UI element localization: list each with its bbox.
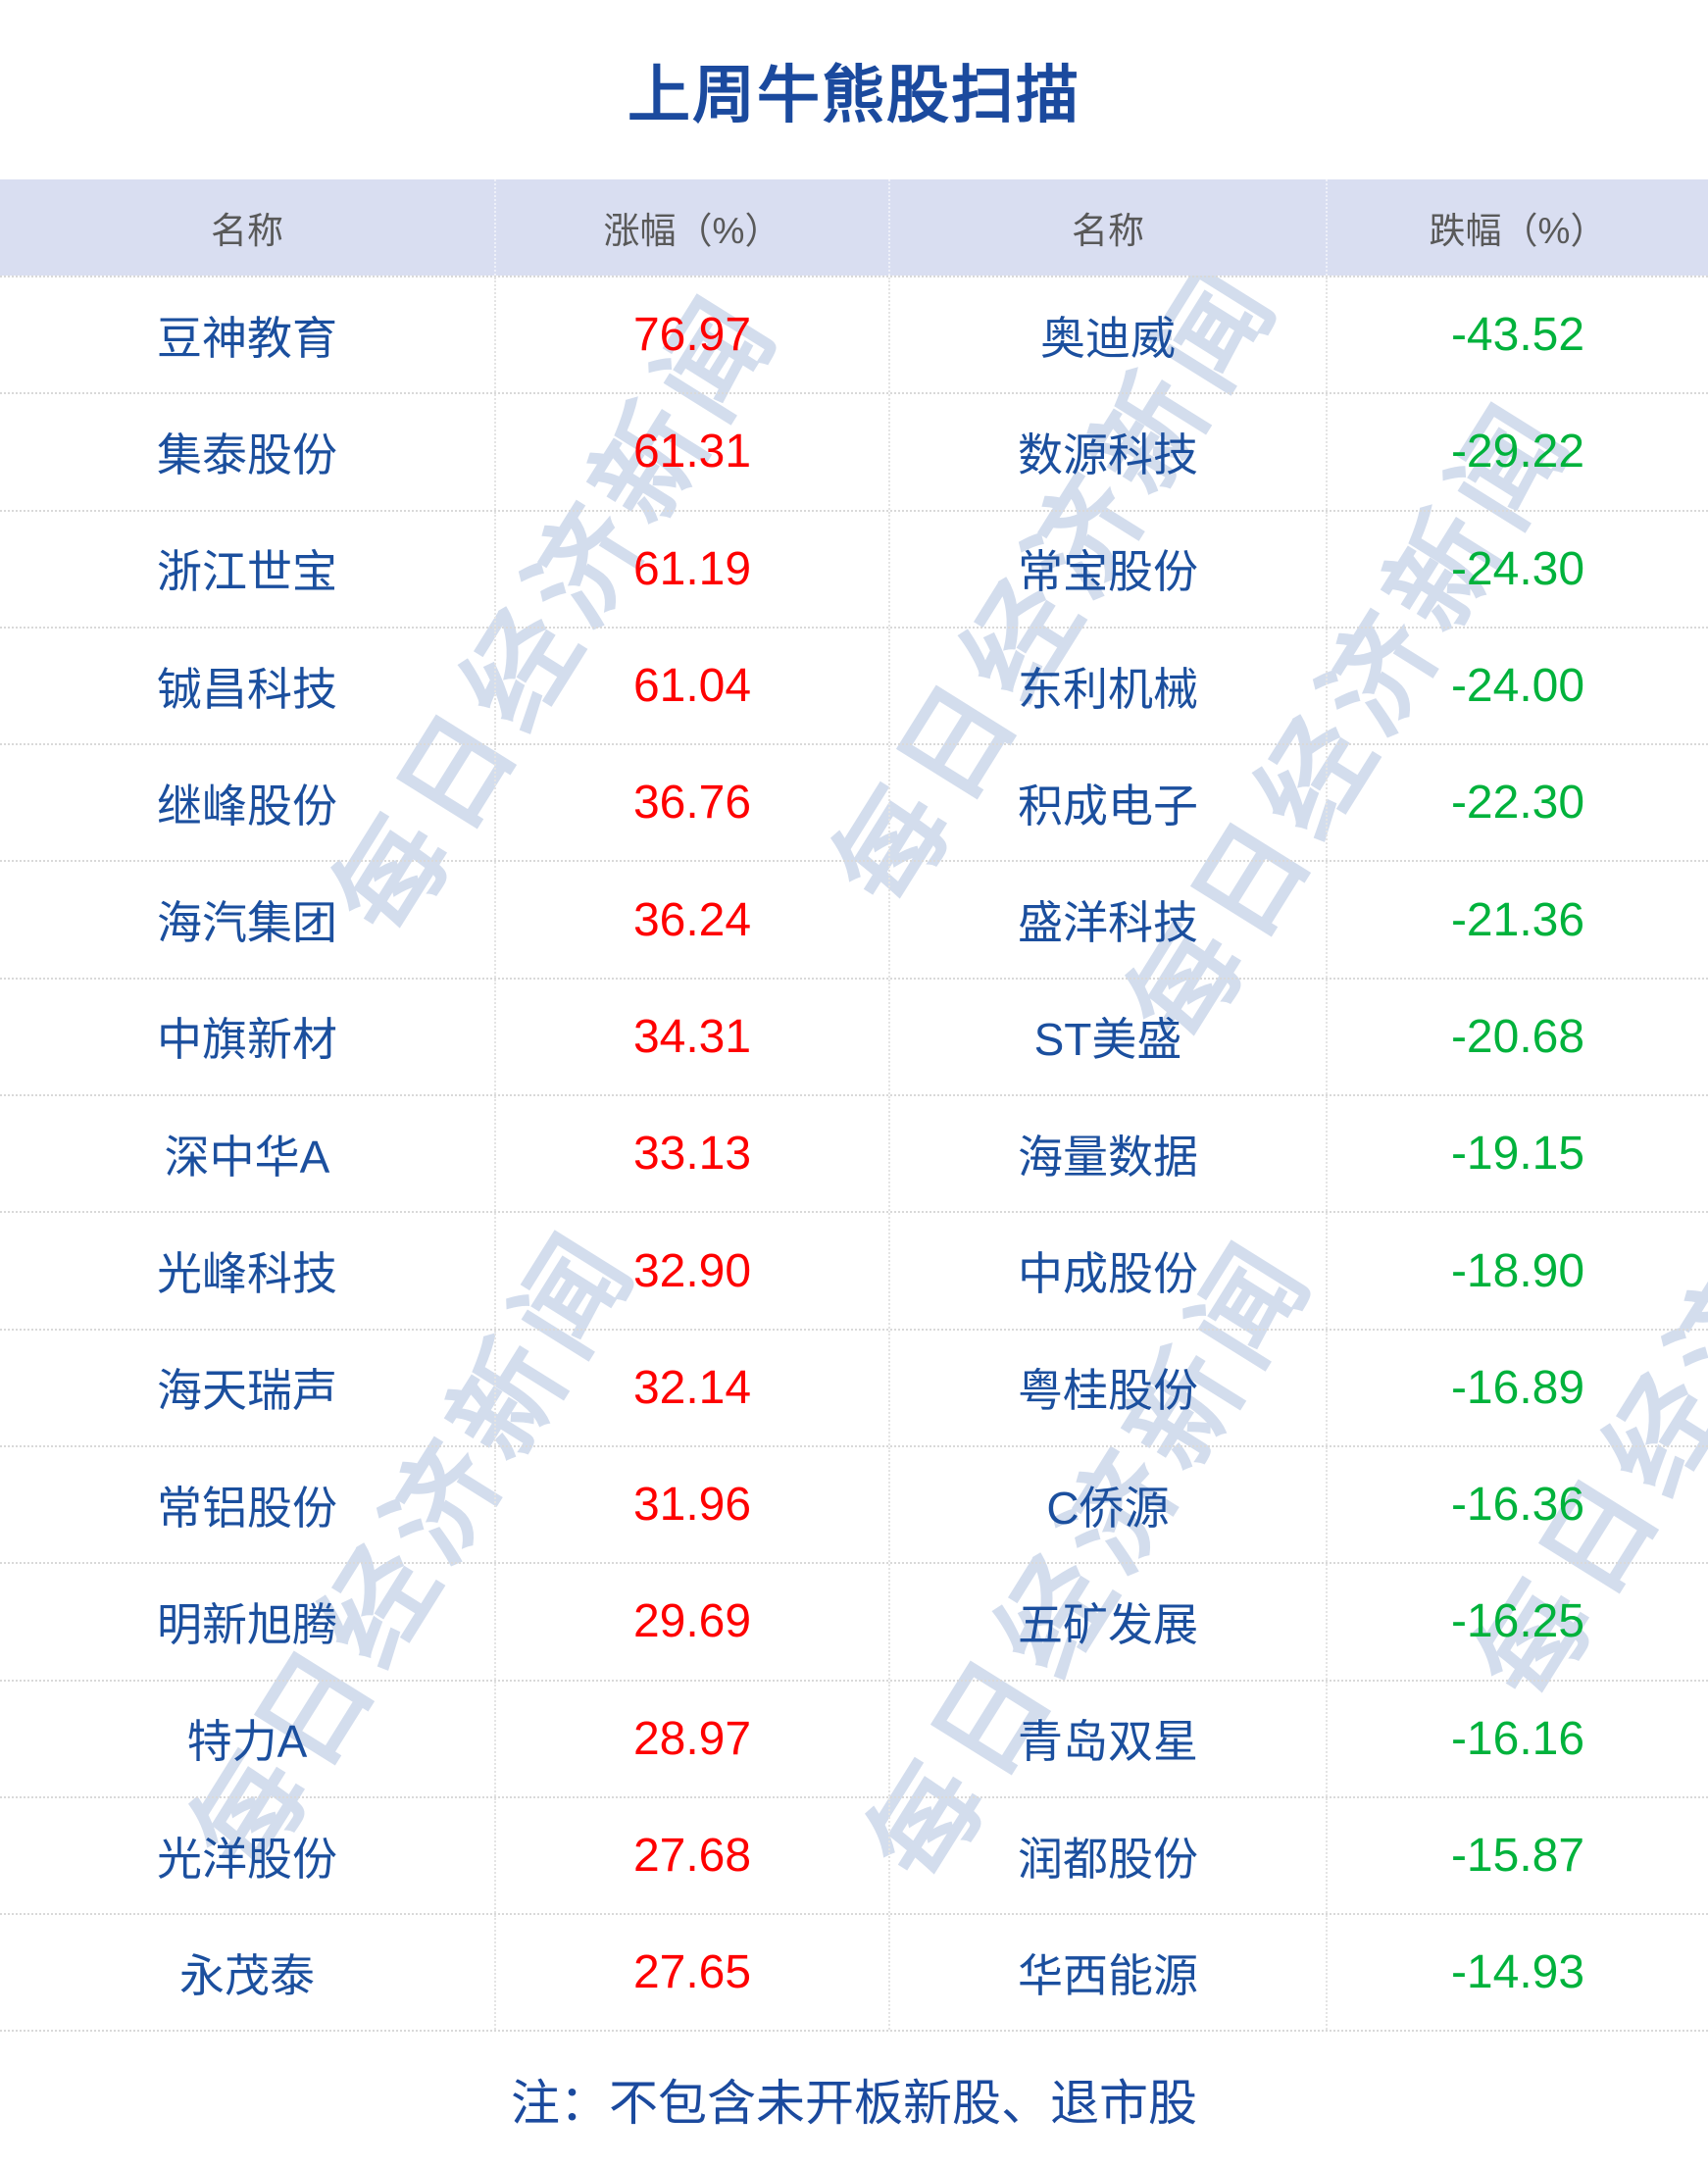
gain-value: 27.68	[494, 1797, 888, 1914]
table-row: 集泰股份 61.31 数源科技 -29.22	[0, 392, 1708, 510]
loser-name: 粤桂股份	[888, 1330, 1326, 1445]
gain-value: 32.14	[494, 1330, 888, 1445]
gain-value: 27.65	[494, 1915, 888, 2031]
loser-name: 五矿发展	[888, 1564, 1326, 1680]
loser-name: 中成股份	[888, 1213, 1326, 1329]
gainer-name: 中旗新材	[157, 1014, 337, 1066]
footnote: 注：不包含未开板新股、退市股	[511, 2075, 1197, 2131]
gainer-name: 海汽集团	[157, 897, 337, 949]
footnote-area: 注：不包含未开板新股、退市股	[0, 2030, 1708, 2166]
title-area: 上周牛熊股扫描	[0, 0, 1708, 179]
loss-value: -15.87	[1326, 1797, 1708, 1914]
loss-value: -19.15	[1326, 1096, 1708, 1212]
table-row: 豆神教育 76.97 奥迪威 -43.52	[0, 276, 1708, 393]
column-header-gain-pct: 涨幅（%）	[494, 179, 888, 276]
table-row: 光洋股份 27.68 润都股份 -15.87	[0, 1795, 1708, 1914]
loss-value: -16.36	[1326, 1446, 1708, 1563]
loser-name: ST美盛	[888, 979, 1326, 1095]
gainer-name: 继峰股份	[157, 780, 337, 831]
gain-value: 76.97	[494, 277, 888, 393]
gain-value: 31.96	[494, 1446, 888, 1563]
loss-value: -16.89	[1326, 1330, 1708, 1445]
gainer-name: 光峰科技	[157, 1248, 337, 1300]
table-row: 光峰科技 32.90 中成股份 -18.90	[0, 1211, 1708, 1329]
gainer-name: 海天瑞声	[157, 1365, 337, 1417]
gain-value: 61.31	[494, 394, 888, 510]
gain-value: 34.31	[494, 979, 888, 1095]
table-row: 深中华A 33.13 海量数据 -19.15	[0, 1094, 1708, 1212]
loser-name: 华西能源	[888, 1915, 1326, 2031]
gainer-name: 深中华A	[164, 1131, 330, 1183]
table-row: 海天瑞声 32.14 粤桂股份 -16.89	[0, 1328, 1708, 1445]
loss-value: -18.90	[1326, 1213, 1708, 1329]
loser-name: 数源科技	[888, 394, 1326, 510]
gain-value: 36.76	[494, 745, 888, 861]
loser-name: 青岛双星	[888, 1681, 1326, 1796]
column-header-loser-name: 名称	[888, 179, 1326, 276]
gain-value: 61.04	[494, 628, 888, 744]
table-row: 明新旭腾 29.69 五矿发展 -16.25	[0, 1562, 1708, 1680]
gainer-name: 常铝股份	[157, 1482, 337, 1534]
loser-name: 常宝股份	[888, 511, 1326, 627]
loser-name: 奥迪威	[888, 277, 1326, 393]
loss-value: -21.36	[1326, 862, 1708, 978]
loss-value: -24.30	[1326, 511, 1708, 627]
loss-value: -43.52	[1326, 277, 1708, 393]
gainer-name: 特力A	[186, 1716, 308, 1768]
gain-value: 28.97	[494, 1681, 888, 1796]
table-row: 继峰股份 36.76 积成电子 -22.30	[0, 743, 1708, 861]
table-body: 豆神教育 76.97 奥迪威 -43.52 集泰股份 61.31 数源科技 -29.22 浙江世…	[0, 276, 1708, 2031]
loser-name: 盛洋科技	[888, 862, 1326, 978]
loser-name: 海量数据	[888, 1096, 1326, 1212]
loser-name: 东利机械	[888, 628, 1326, 744]
gainer-name: 明新旭腾	[157, 1598, 337, 1650]
loss-value: -22.30	[1326, 745, 1708, 861]
page-title: 上周牛熊股扫描	[628, 59, 1080, 130]
gain-value: 36.24	[494, 862, 888, 978]
loss-value: -16.25	[1326, 1564, 1708, 1680]
gainer-name: 浙江世宝	[157, 546, 337, 598]
gainer-name: 光洋股份	[157, 1833, 337, 1885]
loss-value: -16.16	[1326, 1681, 1708, 1796]
gain-value: 33.13	[494, 1096, 888, 1212]
loss-value: -14.93	[1326, 1915, 1708, 2031]
table-row: 永茂泰 27.65 华西能源 -14.93	[0, 1913, 1708, 2031]
table-row: 铖昌科技 61.04 东利机械 -24.00	[0, 626, 1708, 744]
gainer-name: 集泰股份	[157, 428, 337, 480]
gain-value: 61.19	[494, 511, 888, 627]
gainer-name: 豆神教育	[157, 312, 337, 364]
column-header-loss-pct: 跌幅（%）	[1326, 179, 1708, 276]
loser-name: 积成电子	[888, 745, 1326, 861]
table-header-row: 名称 涨幅（%） 名称 跌幅（%）	[0, 179, 1708, 276]
loss-value: -29.22	[1326, 394, 1708, 510]
table-row: 特力A 28.97 青岛双星 -16.16	[0, 1679, 1708, 1796]
gainer-name: 永茂泰	[179, 1949, 315, 2001]
gainer-name: 铖昌科技	[157, 663, 337, 715]
column-header-gainer-name: 名称	[211, 211, 283, 251]
table-row: 海汽集团 36.24 盛洋科技 -21.36	[0, 860, 1708, 978]
table-row: 常铝股份 31.96 C侨源 -16.36	[0, 1444, 1708, 1563]
gain-value: 32.90	[494, 1213, 888, 1329]
loss-value: -20.68	[1326, 979, 1708, 1095]
loser-name: C侨源	[888, 1446, 1326, 1563]
gain-value: 29.69	[494, 1564, 888, 1680]
loss-value: -24.00	[1326, 628, 1708, 744]
table-row: 中旗新材 34.31 ST美盛 -20.68	[0, 977, 1708, 1095]
table-row: 浙江世宝 61.19 常宝股份 -24.30	[0, 509, 1708, 627]
loser-name: 润都股份	[888, 1797, 1326, 1914]
